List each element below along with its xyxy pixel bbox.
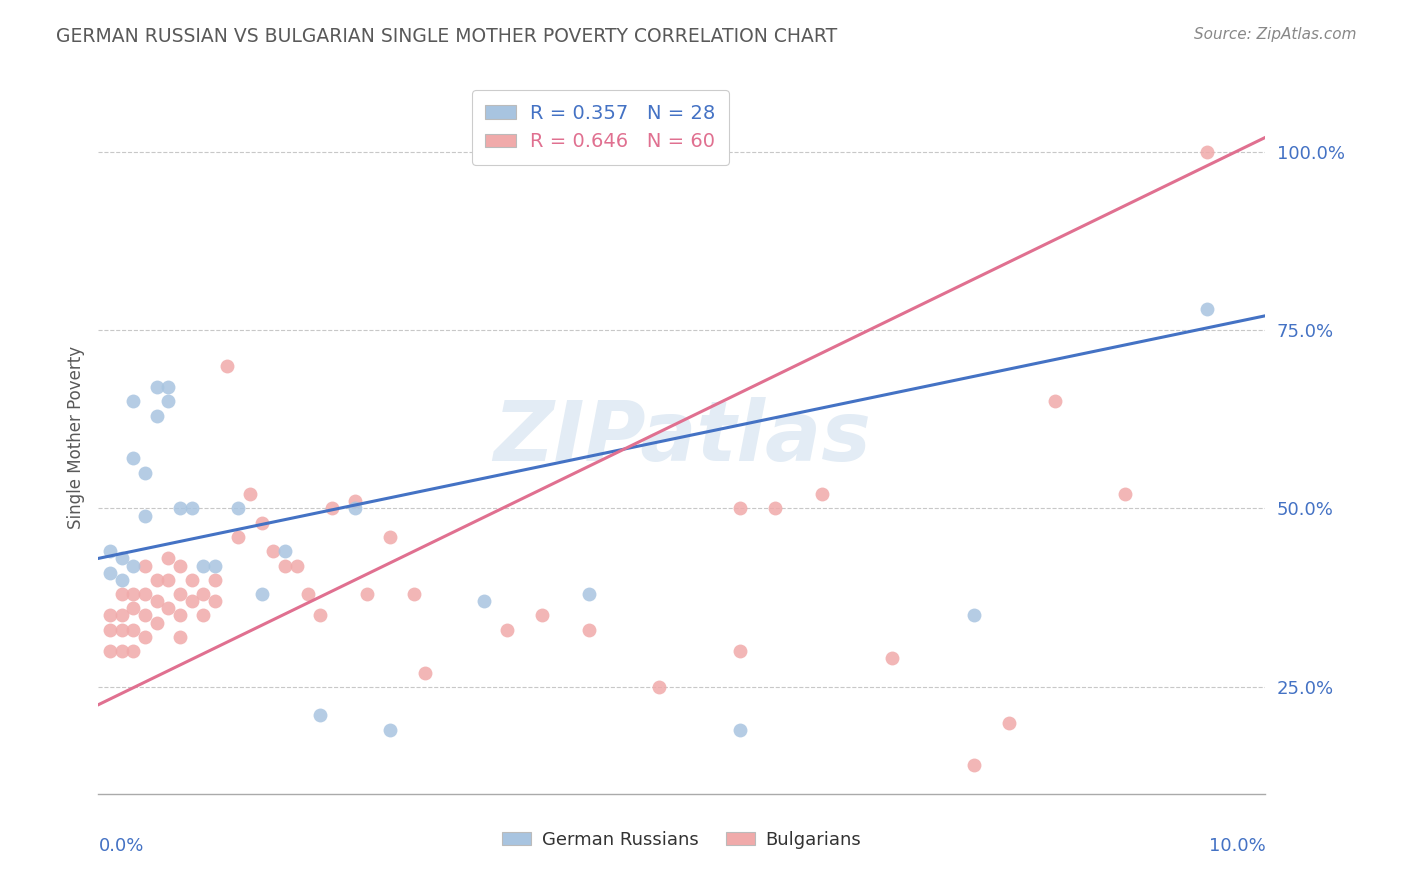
Point <box>309 708 332 723</box>
Point <box>193 558 215 573</box>
Point <box>98 608 121 623</box>
Point <box>285 558 308 573</box>
Point <box>157 601 180 615</box>
Point <box>180 573 202 587</box>
Point <box>402 587 425 601</box>
Text: ZIPatlas: ZIPatlas <box>494 397 870 477</box>
Point <box>134 466 156 480</box>
Point <box>98 623 121 637</box>
Point <box>146 594 169 608</box>
Point <box>250 516 273 530</box>
Point <box>204 594 226 608</box>
Point <box>204 573 226 587</box>
Point <box>111 587 134 601</box>
Point <box>111 623 134 637</box>
Point <box>122 601 145 615</box>
Point <box>111 573 134 587</box>
Point <box>274 544 297 558</box>
Point <box>146 615 169 630</box>
Point <box>193 587 215 601</box>
Legend: German Russians, Bulgarians: German Russians, Bulgarians <box>495 824 869 856</box>
Point <box>297 587 319 601</box>
Point <box>262 544 284 558</box>
Point <box>98 644 121 658</box>
Point <box>228 501 250 516</box>
Point <box>578 587 600 601</box>
Point <box>98 544 121 558</box>
Text: Source: ZipAtlas.com: Source: ZipAtlas.com <box>1194 27 1357 42</box>
Point <box>250 587 273 601</box>
Point <box>380 723 402 737</box>
Point <box>146 573 169 587</box>
Point <box>1114 487 1136 501</box>
Point <box>730 723 752 737</box>
Point <box>204 558 226 573</box>
Point <box>730 501 752 516</box>
Point <box>134 630 156 644</box>
Point <box>134 608 156 623</box>
Point <box>228 530 250 544</box>
Point <box>962 758 984 772</box>
Point <box>122 587 145 601</box>
Point <box>157 394 180 409</box>
Point <box>122 644 145 658</box>
Point <box>193 608 215 623</box>
Point <box>134 508 156 523</box>
Point <box>169 501 191 516</box>
Point <box>239 487 262 501</box>
Point <box>98 566 121 580</box>
Point <box>111 644 134 658</box>
Point <box>811 487 834 501</box>
Point <box>730 644 752 658</box>
Point <box>472 594 495 608</box>
Point <box>380 530 402 544</box>
Point <box>321 501 343 516</box>
Text: GERMAN RUSSIAN VS BULGARIAN SINGLE MOTHER POVERTY CORRELATION CHART: GERMAN RUSSIAN VS BULGARIAN SINGLE MOTHE… <box>56 27 838 45</box>
Point <box>134 587 156 601</box>
Point <box>111 608 134 623</box>
Point <box>309 608 332 623</box>
Point <box>496 623 519 637</box>
Point <box>180 501 202 516</box>
Point <box>169 558 191 573</box>
Point <box>122 394 145 409</box>
Point <box>1195 145 1218 159</box>
Point <box>344 501 367 516</box>
Point <box>997 715 1019 730</box>
Point <box>157 380 180 394</box>
Point <box>169 608 191 623</box>
Point <box>157 551 180 566</box>
Point <box>530 608 553 623</box>
Point <box>169 630 191 644</box>
Point <box>962 608 984 623</box>
Point <box>763 501 786 516</box>
Point <box>344 494 367 508</box>
Point <box>647 680 669 694</box>
Text: 10.0%: 10.0% <box>1209 837 1265 855</box>
Point <box>122 623 145 637</box>
Point <box>111 551 134 566</box>
Point <box>215 359 238 373</box>
Point <box>578 623 600 637</box>
Point <box>180 594 202 608</box>
Point <box>274 558 297 573</box>
Point <box>157 573 180 587</box>
Point <box>1045 394 1067 409</box>
Y-axis label: Single Mother Poverty: Single Mother Poverty <box>66 345 84 529</box>
Point <box>146 409 169 423</box>
Point <box>134 558 156 573</box>
Point <box>413 665 436 680</box>
Point <box>1195 301 1218 316</box>
Point <box>880 651 903 665</box>
Point <box>122 558 145 573</box>
Point <box>146 380 169 394</box>
Text: 0.0%: 0.0% <box>98 837 143 855</box>
Point <box>356 587 378 601</box>
Point <box>122 451 145 466</box>
Point <box>169 587 191 601</box>
